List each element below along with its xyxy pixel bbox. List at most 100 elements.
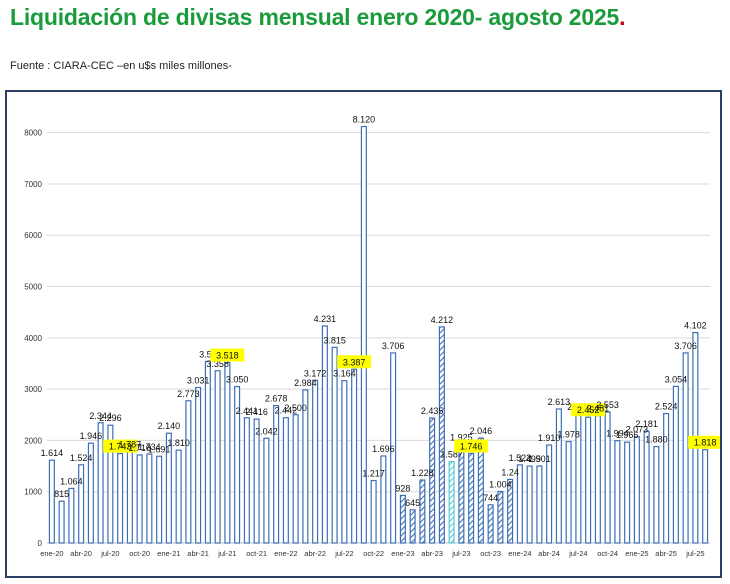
- y-tick-label: 7000: [24, 180, 42, 189]
- data-label-sep-22: 8.120: [353, 114, 376, 124]
- title-text: Liquidación de divisas mensual enero 202…: [10, 4, 620, 30]
- x-tick-label: jul-24: [568, 549, 587, 558]
- data-label-dic-24: 1.966: [616, 430, 639, 440]
- data-label-oct-23: 744: [483, 493, 498, 503]
- x-tick-label: jul-20: [100, 549, 119, 558]
- bar-jun-22: [331, 346, 338, 544]
- data-label-nov-20: 1.734: [138, 442, 161, 452]
- bar-oct-24: [604, 411, 611, 544]
- bar-oct-20: [136, 454, 143, 544]
- data-label-ene-20: 1.614: [41, 448, 64, 458]
- x-tick-label: oct-24: [597, 549, 618, 558]
- y-tick-label: 8000: [24, 129, 42, 138]
- bar-may-25: [672, 385, 679, 544]
- page-title: Liquidación de divisas mensual enero 202…: [10, 4, 626, 31]
- bar-ene-24: [516, 464, 523, 544]
- bar-jul-22: [341, 380, 348, 544]
- bar-may-24: [555, 408, 562, 544]
- y-tick-label: 0: [38, 539, 43, 548]
- bar-ene-21: [165, 432, 172, 544]
- data-label-ene-23: 928: [395, 483, 410, 493]
- data-label-highlight: [103, 439, 138, 453]
- bar-dic-24: [624, 441, 631, 544]
- data-label-oct-20: 1.716: [128, 443, 151, 453]
- data-label-may-22: 4.231: [314, 314, 337, 324]
- bar-oct-21: [253, 418, 260, 544]
- x-tick-label: abr-22: [304, 549, 326, 558]
- bar-mar-22: [302, 389, 309, 544]
- bar-abr-20: [78, 464, 85, 544]
- bar-dic-20: [156, 455, 163, 544]
- y-tick-label: 6000: [24, 231, 42, 240]
- bar-ene-22: [282, 417, 289, 544]
- bar-mar-23: [419, 479, 426, 544]
- bar-abr-21: [195, 386, 202, 544]
- x-tick-label: abr-23: [421, 549, 443, 558]
- bar-feb-22: [292, 414, 299, 544]
- data-label-feb-23: 645: [405, 498, 420, 508]
- data-label-ago-24: 2.452: [577, 405, 600, 415]
- data-label-feb-22: 2.500: [284, 403, 307, 413]
- y-tick-label: 4000: [24, 334, 42, 343]
- data-label-nov-22: 1.696: [372, 444, 395, 454]
- data-label-feb-21: 1.810: [167, 438, 190, 448]
- data-label-abr-23: 2.435: [421, 406, 444, 416]
- data-label-abr-20: 1.524: [70, 453, 93, 463]
- bar-feb-24: [526, 465, 533, 544]
- y-tick-label: 3000: [24, 385, 42, 394]
- bar-jun-20: [97, 422, 104, 544]
- bar-sep-21: [243, 417, 250, 544]
- x-tick-label: abr-20: [70, 549, 92, 558]
- data-label-ago-20: 1.743: [109, 442, 132, 452]
- data-label-jul-21: 3.518: [216, 351, 239, 361]
- x-tick-label: ene-20: [40, 549, 63, 558]
- bar-nov-23: [497, 490, 504, 544]
- data-label-may-21: 3.54: [199, 349, 217, 359]
- bar-jun-23: [448, 460, 455, 544]
- data-label-feb-25: 2.181: [635, 419, 658, 429]
- bar-mar-21: [185, 400, 192, 544]
- data-label-jun-25: 3.706: [674, 341, 697, 351]
- x-tick-label: jul-21: [217, 549, 236, 558]
- x-tick-label: ene-24: [508, 549, 531, 558]
- x-tick-label: oct-20: [129, 549, 150, 558]
- bar-mar-24: [536, 465, 543, 544]
- bar-jun-25: [682, 352, 689, 544]
- data-label-ene-24: 1.522: [509, 453, 532, 463]
- bar-abr-24: [546, 444, 553, 544]
- data-label-feb-24: 1.499: [518, 454, 541, 464]
- data-label-dic-21: 2.678: [265, 394, 288, 404]
- data-label-jun-23: 1.587: [440, 450, 463, 460]
- data-label-may-23: 4.212: [431, 315, 454, 325]
- bar-dic-22: [390, 352, 397, 544]
- bar-may-23: [438, 326, 445, 544]
- data-label-sep-20: 1.787: [119, 439, 142, 449]
- data-label-sep-21: 2.441: [236, 406, 259, 416]
- y-tick-label: 1000: [24, 488, 42, 497]
- data-label-jun-22: 3.815: [323, 335, 346, 345]
- bar-ago-24: [585, 416, 592, 544]
- x-tick-label: oct-22: [363, 549, 384, 558]
- bar-feb-20: [58, 500, 65, 544]
- bar-ago-22: [351, 368, 358, 544]
- bar-may-22: [321, 325, 328, 544]
- data-label-mar-24: 1.501: [528, 454, 551, 464]
- data-label-jul-22: 3.164: [333, 369, 356, 379]
- y-tick-label: 2000: [24, 436, 42, 445]
- bar-may-21: [204, 360, 211, 544]
- data-label-ene-21: 2.140: [158, 421, 181, 431]
- data-label-abr-24: 1.910: [538, 433, 561, 443]
- bar-dic-21: [273, 405, 280, 544]
- bar-ene-23: [399, 494, 406, 544]
- x-tick-label: abr-21: [187, 549, 209, 558]
- x-tick-label: ene-22: [274, 549, 297, 558]
- data-label-mar-21: 2.773: [177, 389, 200, 399]
- data-label-oct-24: 2.553: [596, 400, 619, 410]
- data-label-highlight: [571, 403, 606, 417]
- x-tick-label: ene-23: [391, 549, 414, 558]
- bar-nov-20: [146, 453, 153, 544]
- source-note: Fuente : CIARA-CEC –en u$s miles millone…: [10, 60, 232, 72]
- data-label-may-25: 3.054: [665, 374, 688, 384]
- bar-jun-21: [214, 370, 221, 544]
- bar-ago-21: [234, 385, 241, 544]
